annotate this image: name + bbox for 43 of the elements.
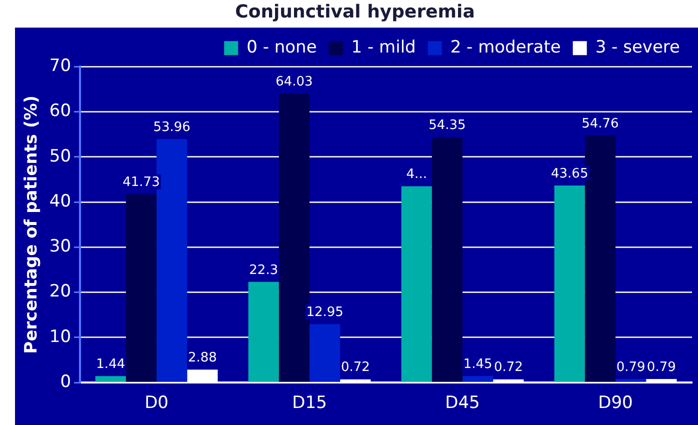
y-tick-label: 40 [49,191,72,212]
data-label: 54.76 [582,116,619,132]
y-tick-label: 60 [49,101,72,122]
legend-label: 1 - mild [351,38,416,58]
data-label: 0.72 [340,360,370,376]
y-axis-title: Percentage of patients (%) [22,95,42,354]
bar [126,194,157,382]
chart-title: Conjunctival hyperemia [235,1,475,22]
data-label: 0.79 [616,360,646,375]
data-label: 53.96 [153,120,190,135]
x-tick-label: D15 [292,393,327,414]
data-label: 2.88 [188,350,217,366]
legend-label: 0 - none [246,38,317,58]
data-label: 12.95 [306,305,344,320]
data-label: 0.72 [494,360,523,376]
bar [554,186,585,382]
y-tick-label: 30 [49,236,72,257]
bar [462,376,494,382]
data-label: 54.35 [428,118,466,134]
data-label: 41.73 [122,175,160,190]
data-label: 0.79 [646,360,676,375]
bar [248,282,279,382]
y-tick-label: 70 [49,56,72,76]
data-label: 64.03 [276,74,313,90]
x-tick-label: D90 [598,393,633,414]
bar [616,379,646,382]
x-tick-label: D0 [144,393,168,414]
bar [95,376,126,382]
y-tick-label: 10 [49,326,72,347]
data-label: 1.44 [96,356,126,372]
legend-label: 3 - severe [595,38,680,58]
y-tick-label: 50 [49,146,72,166]
data-label: 4... [406,167,427,182]
data-label: 43.65 [550,166,588,182]
data-label: 1.45 [463,356,492,372]
data-label: 22.3 [249,262,278,278]
bar [310,324,340,382]
bar [401,186,432,382]
x-tick-label: D45 [445,393,480,414]
bar [432,137,463,382]
legend-label: 2 - moderate [450,38,561,58]
y-tick-label: 20 [49,282,72,302]
y-tick-label: 0 [60,372,72,392]
